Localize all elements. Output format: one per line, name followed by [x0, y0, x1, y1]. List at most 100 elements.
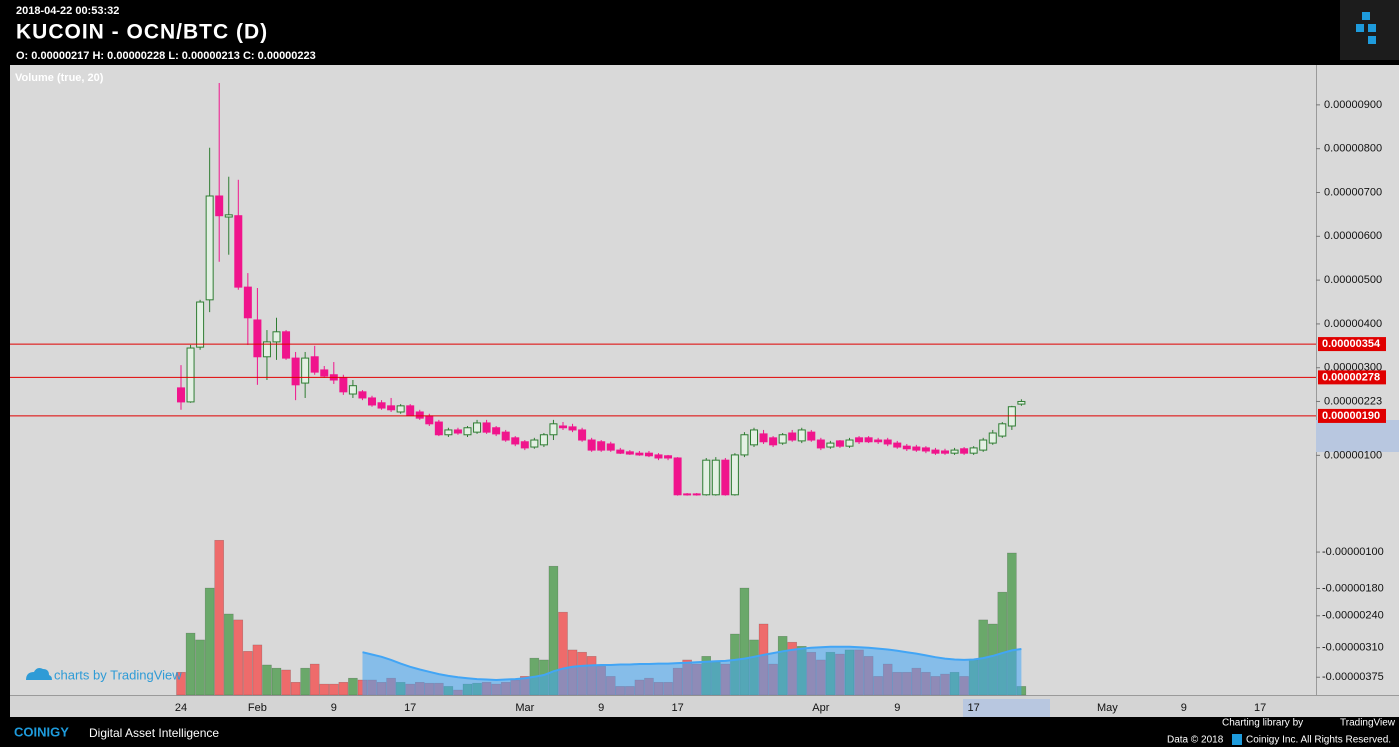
candle-body: [224, 214, 233, 218]
candle-body: [597, 441, 606, 451]
y-tick-label: 0.00000500: [1324, 274, 1382, 286]
volume-ma-line: [362, 645, 1022, 682]
x-tick-label: 17: [671, 702, 683, 714]
candle-body: [692, 493, 701, 496]
y-tick-label: 0.00000800: [1324, 143, 1382, 155]
candle-body: [186, 347, 195, 403]
level-label: 0.00000354: [1322, 338, 1381, 350]
candle-body: [654, 454, 663, 459]
candle-body: [262, 341, 271, 358]
footer-library-brand: TradingView: [1340, 718, 1396, 729]
candle-body: [501, 431, 510, 441]
level-label-box: [1318, 370, 1386, 385]
candle-body: [740, 434, 749, 456]
volume-bar: [338, 682, 349, 696]
candle-body: [272, 331, 281, 343]
y-tick-label: 0.00000900: [1324, 99, 1382, 111]
candle-body: [941, 450, 949, 454]
candle-body: [998, 423, 1007, 437]
candle-body: [291, 357, 300, 386]
volume-bar: [176, 671, 186, 696]
volume-bar: [271, 667, 282, 696]
candle-body: [177, 387, 185, 403]
candle-body: [243, 286, 252, 319]
candle-body: [473, 422, 482, 433]
candle-body: [282, 331, 291, 359]
candle-body: [979, 439, 988, 451]
level-label: 0.00000278: [1322, 371, 1380, 383]
candle-body: [721, 459, 730, 496]
candle-body: [205, 195, 214, 301]
candle-body: [310, 356, 319, 373]
volume-bar: [243, 651, 253, 696]
ohlc-label: H:: [92, 50, 104, 62]
candle-body: [902, 445, 911, 450]
x-tick-label: 24: [175, 702, 187, 714]
ohlc-label: C:: [243, 50, 255, 62]
level-label-box: [1318, 337, 1386, 352]
volume-bar: [309, 663, 320, 696]
volume-bar: [290, 682, 301, 696]
candle-body: [348, 385, 357, 395]
candle-body: [368, 397, 376, 406]
candle-body: [301, 357, 310, 384]
candle-body: [778, 434, 787, 444]
candle-body: [530, 439, 539, 448]
candle-body: [950, 449, 959, 454]
level-label-box: [1318, 408, 1386, 423]
time-axis: [10, 695, 1399, 717]
plot-layer: [176, 82, 1027, 696]
candle-body: [377, 402, 386, 409]
candle-body: [816, 439, 825, 449]
candle-body: [673, 457, 682, 496]
candle-body: [387, 405, 396, 411]
chart-title: KUCOIN - OCN/BTC (D): [16, 21, 268, 44]
footer-rights: Coinigy Inc. All Rights Reserved.: [1246, 735, 1391, 746]
x-tick-label: 9: [331, 702, 337, 714]
candle-body: [587, 439, 596, 451]
candle-body: [425, 415, 434, 425]
candle-body: [511, 437, 520, 445]
candle-body: [463, 427, 472, 436]
x-tick-label: Apr: [812, 702, 829, 714]
volume-bar: [233, 619, 244, 696]
time-range-highlight: [963, 699, 1050, 717]
candle-body: [396, 405, 405, 413]
candle-body: [415, 411, 424, 419]
candle-body: [568, 426, 577, 431]
candle-body: [874, 439, 883, 443]
y-tick-label: 0.00000700: [1324, 186, 1382, 198]
candle-body: [835, 440, 844, 447]
ohlc-value: 0.00000228: [107, 50, 165, 62]
x-tick-label: May: [1097, 702, 1118, 714]
candle-body: [702, 459, 711, 496]
candle-body: [215, 195, 224, 217]
candle-body: [1017, 400, 1026, 405]
x-tick-label: 9: [598, 702, 604, 714]
candle-body: [711, 459, 720, 496]
candle-body: [769, 437, 778, 446]
x-tick-label: Feb: [248, 702, 267, 714]
y-tick-label: 0.00000600: [1324, 230, 1382, 242]
volume-bar: [348, 677, 358, 696]
candle-body: [320, 369, 329, 377]
x-tick-label: 17: [1254, 702, 1266, 714]
candle-body: [855, 437, 864, 443]
candle-body: [578, 429, 587, 441]
candle-body: [549, 423, 558, 436]
candle-body: [434, 421, 443, 436]
candle-body: [482, 422, 491, 433]
candle-body: [644, 452, 653, 457]
x-tick-label: 9: [894, 702, 900, 714]
volume-bar: [195, 639, 205, 696]
candle-body: [883, 439, 892, 445]
price-range-highlight: [1316, 420, 1399, 452]
candle-body: [253, 319, 262, 358]
candle-body: [664, 455, 673, 459]
x-tick-label: 9: [1181, 702, 1187, 714]
level-label: 0.00000190: [1322, 410, 1380, 422]
candle-body: [960, 448, 969, 454]
volume-bar: [185, 632, 196, 696]
volume-bar: [262, 664, 272, 696]
candle-body: [807, 431, 816, 441]
